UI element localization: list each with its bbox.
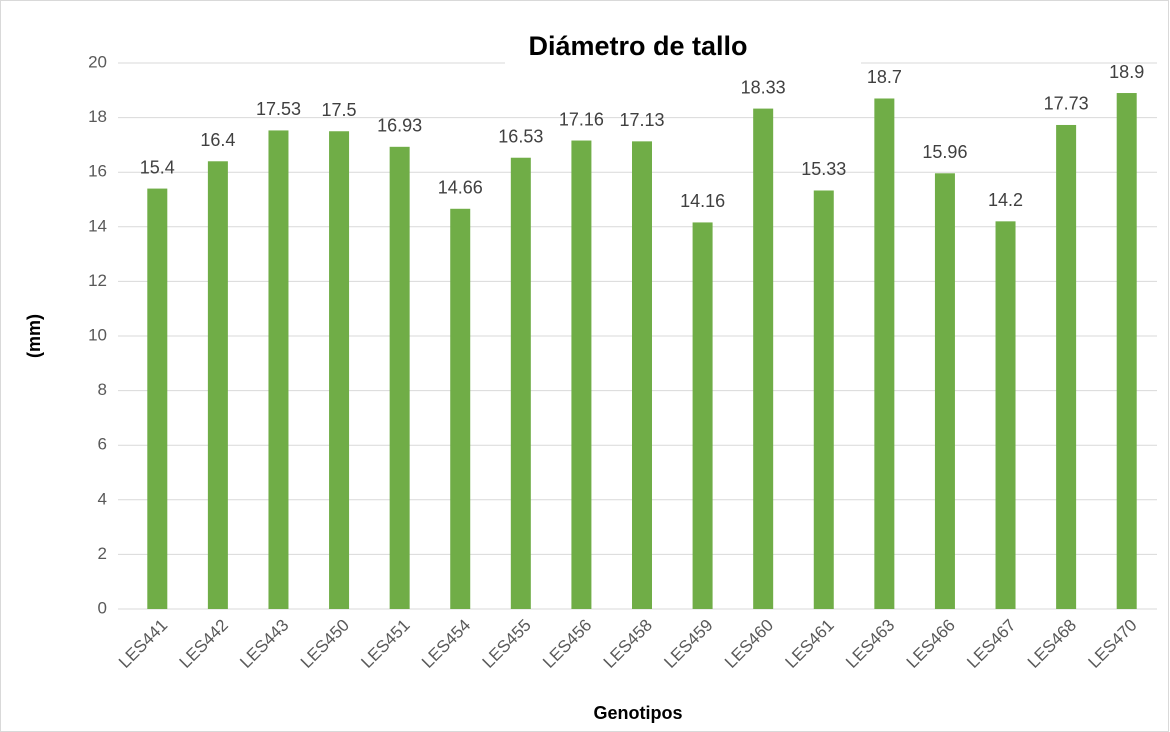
data-label: 17.73	[1044, 94, 1089, 114]
bar	[207, 161, 228, 609]
y-tick-label: 0	[98, 598, 107, 617]
bar	[753, 108, 774, 609]
x-axis-label: Genotipos	[594, 703, 683, 723]
data-label: 15.96	[922, 142, 967, 162]
data-label: 15.33	[801, 159, 846, 179]
data-label: 14.16	[680, 191, 725, 211]
data-label: 16.4	[200, 130, 235, 150]
y-tick-label: 6	[98, 435, 107, 454]
y-tick-label: 20	[88, 52, 107, 71]
y-tick-label: 14	[88, 216, 107, 235]
data-label: 14.2	[988, 190, 1023, 210]
bar	[1056, 124, 1077, 609]
data-label: 17.5	[322, 100, 357, 120]
bar	[329, 131, 350, 609]
y-tick-label: 4	[98, 489, 107, 508]
y-axis-label: (mm)	[24, 314, 44, 358]
bar	[692, 222, 713, 609]
y-tick-label: 10	[88, 325, 107, 344]
data-label: 16.53	[498, 126, 543, 146]
y-tick-label: 8	[98, 380, 107, 399]
data-label: 15.4	[140, 157, 175, 177]
data-label: 17.13	[619, 110, 664, 130]
data-label: 14.66	[438, 178, 483, 198]
bar	[450, 208, 471, 610]
y-tick-label: 16	[88, 162, 107, 181]
data-label: 17.16	[559, 109, 604, 129]
data-label: 16.93	[377, 116, 422, 136]
bar	[995, 221, 1016, 609]
bar	[934, 173, 955, 610]
y-tick-label: 2	[98, 544, 107, 563]
bar	[874, 98, 895, 610]
bar	[389, 146, 410, 609]
data-label: 17.53	[256, 99, 301, 119]
data-label: 18.7	[867, 67, 902, 87]
bar	[813, 190, 834, 609]
bar	[147, 188, 168, 609]
title-background	[505, 30, 861, 64]
bar	[268, 130, 289, 609]
bar	[632, 141, 652, 609]
data-label: 18.33	[741, 77, 786, 97]
chart-title: Diámetro de tallo	[528, 31, 747, 61]
y-tick-label: 18	[88, 107, 107, 126]
data-label: 18.9	[1109, 62, 1144, 82]
bar	[510, 157, 531, 609]
bar	[1116, 93, 1137, 609]
y-tick-label: 12	[88, 271, 107, 290]
bar	[571, 140, 592, 610]
